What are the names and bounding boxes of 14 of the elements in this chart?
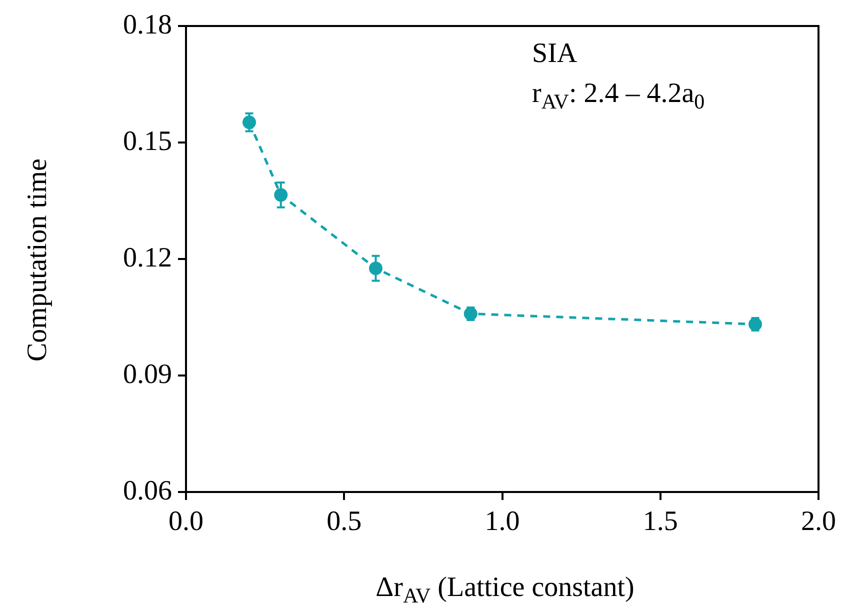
annotation: SIA — [532, 38, 578, 70]
y-tick-label: 0.15 — [123, 126, 172, 157]
x-tick-label: 1.0 — [484, 506, 520, 538]
y-tick-label: 0.18 — [123, 9, 172, 40]
x-tick-label: 0.0 — [168, 506, 204, 538]
x-axis-title: Δr$_{AV}$ (Lattice constant) — [376, 572, 634, 609]
x-tick-label: 0.5 — [326, 506, 362, 538]
y-tick-label: 0.12 — [123, 242, 172, 274]
x-tick-label: 1.5 — [642, 506, 678, 538]
x-tick-label: 2.0 — [801, 506, 836, 538]
y-tick-label: 0.09 — [123, 358, 172, 390]
annotation: r$_{AV}$: 2.4 – 4.2a$_{0}$ — [532, 78, 705, 115]
y-tick-label: 0.06 — [123, 475, 172, 506]
y-axis-title: Computation time — [22, 158, 54, 362]
